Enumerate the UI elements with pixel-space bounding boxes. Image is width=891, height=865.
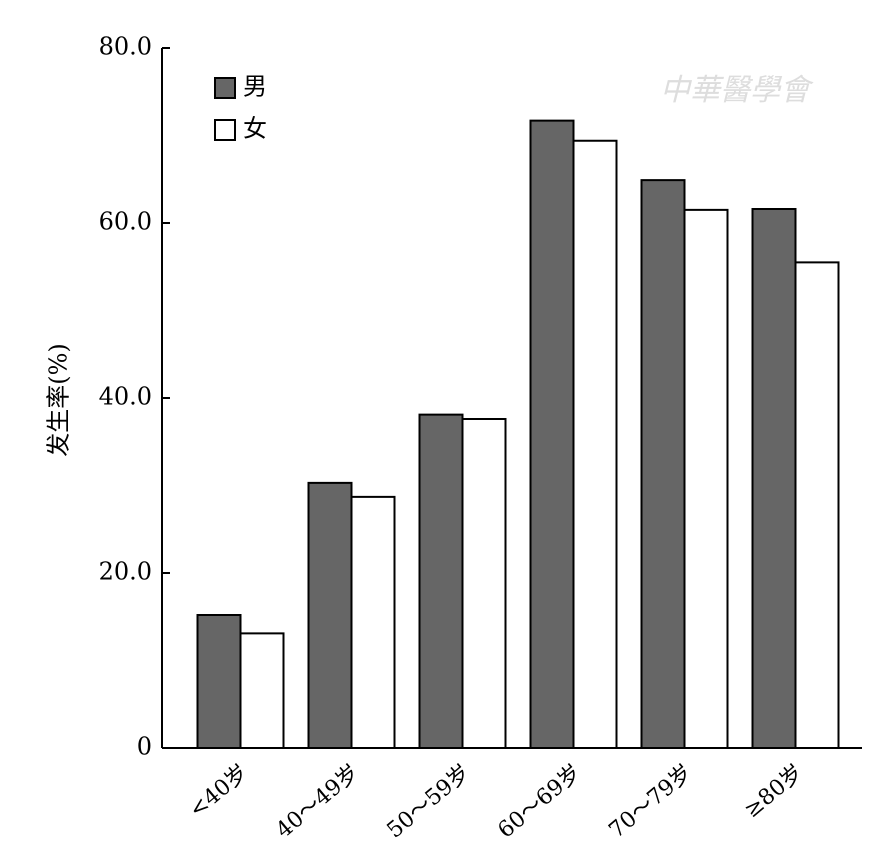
x-tick-label: 40～49岁 xyxy=(272,760,365,843)
bar xyxy=(461,418,507,749)
y-axis-label: 发生率(%) xyxy=(45,343,73,457)
watermark: 中華醫學會 xyxy=(660,73,814,108)
x-tick-label: 70～79岁 xyxy=(605,760,698,843)
bar xyxy=(572,139,618,749)
y-tick-label: 60.0 xyxy=(99,208,152,236)
legend-swatch xyxy=(214,119,236,141)
bar xyxy=(196,614,242,749)
x-tick-label: 60～69岁 xyxy=(494,760,587,843)
y-tick-label: 0 xyxy=(137,733,152,761)
y-tick-label: 20.0 xyxy=(99,558,152,586)
bar xyxy=(794,261,840,749)
y-tick-label: 80.0 xyxy=(99,33,152,61)
legend-label: 男 xyxy=(243,73,267,101)
x-tick-label: <40岁 xyxy=(185,760,253,823)
bar xyxy=(751,208,797,749)
legend-label: 女 xyxy=(243,115,267,143)
bar xyxy=(683,208,729,749)
legend-swatch xyxy=(214,77,236,99)
bar xyxy=(640,179,686,749)
bar xyxy=(307,481,353,749)
bar xyxy=(239,632,285,749)
y-tick-label: 40.0 xyxy=(99,383,152,411)
bar xyxy=(529,119,575,749)
x-tick-label: 50～59岁 xyxy=(383,760,476,843)
x-tick-label: ≥80岁 xyxy=(740,760,808,823)
bar xyxy=(350,495,396,749)
bar xyxy=(418,413,464,749)
